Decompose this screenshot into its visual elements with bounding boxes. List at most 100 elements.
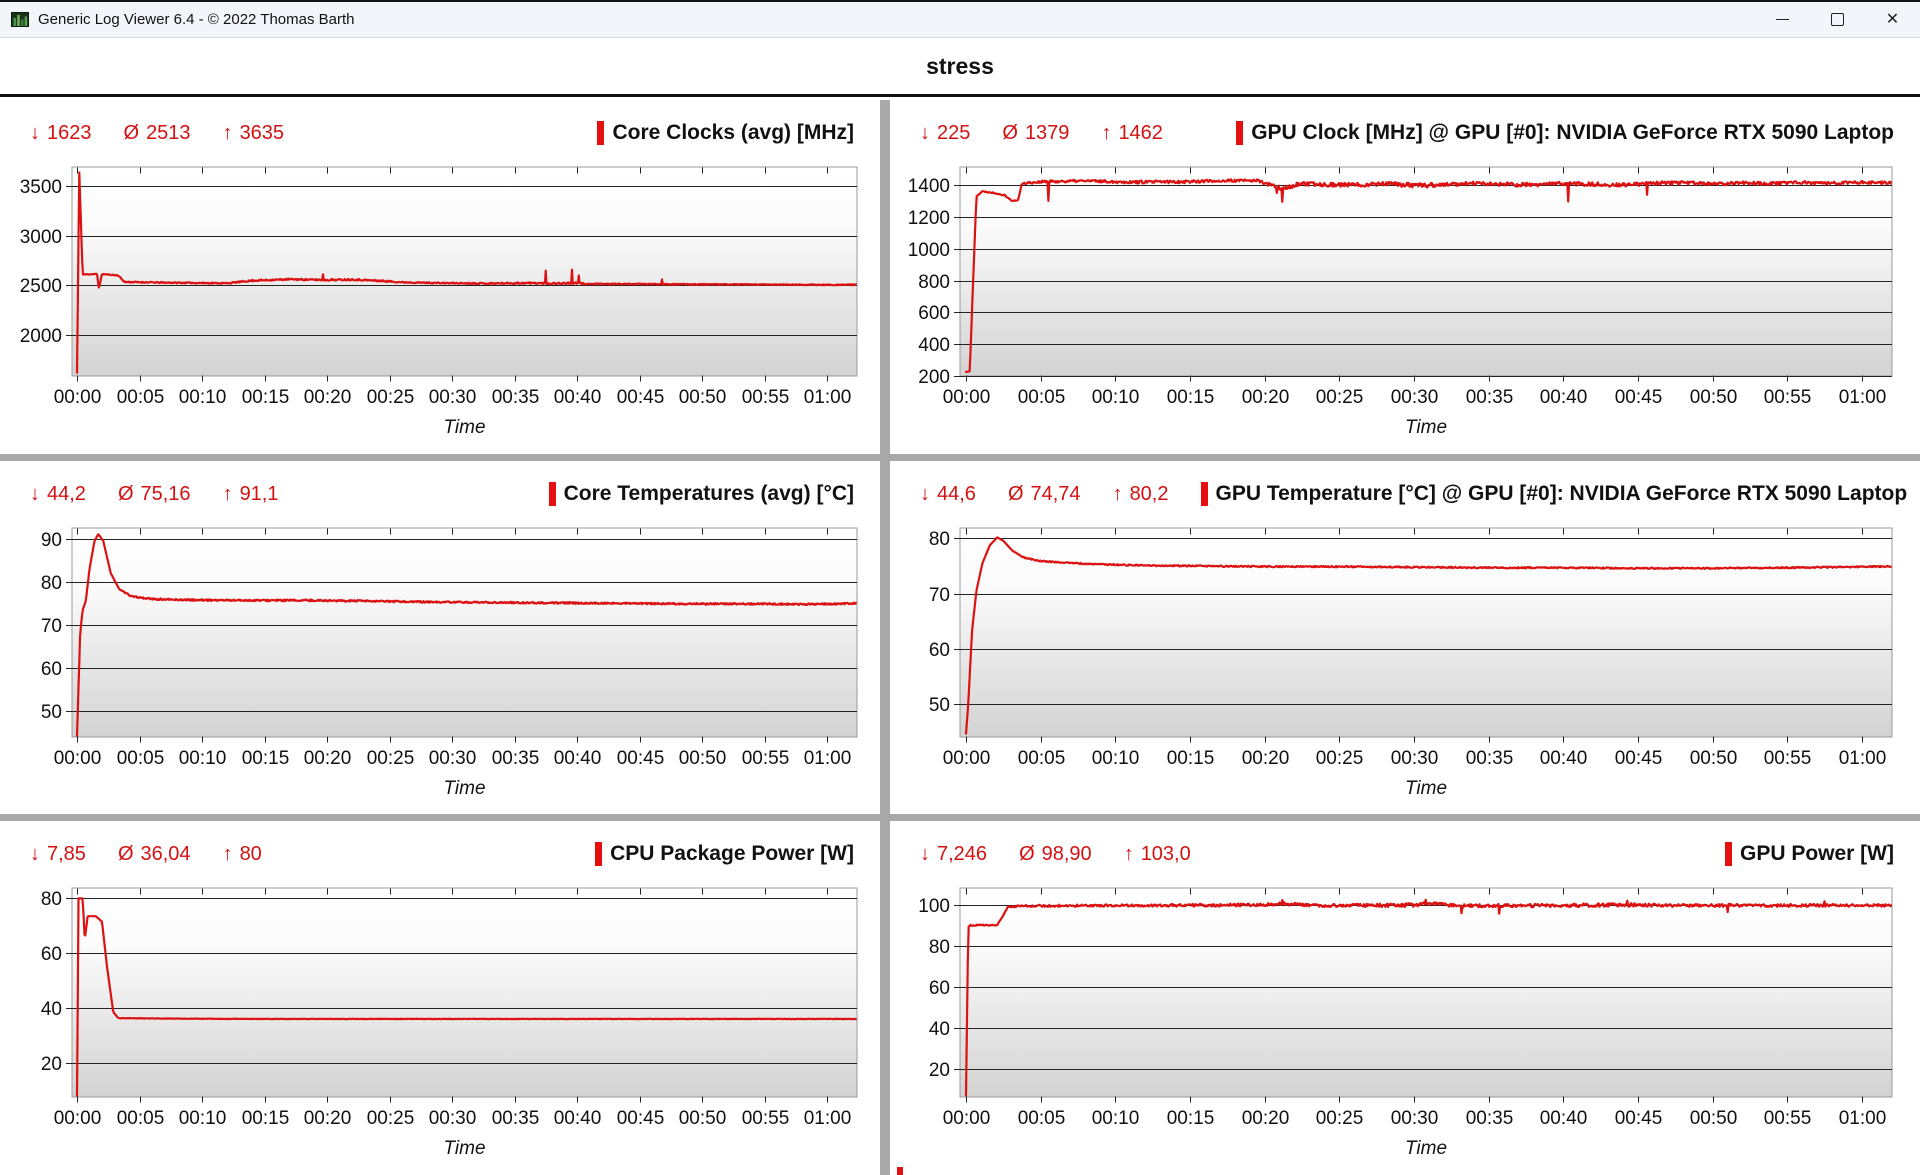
svg-text:00:25: 00:25 [1316,1108,1364,1129]
series-color-marker-icon [1724,842,1732,866]
svg-text:00:55: 00:55 [1764,387,1812,408]
chart-title-group: GPU Clock [MHz] @ GPU [#0]: NVIDIA GeFor… [1236,121,1894,145]
min-arrow-icon: ↓ [30,482,40,505]
svg-text:60: 60 [41,944,62,965]
stat-avg-group: Ø 75,16 [118,483,191,506]
chart-plot[interactable]: 200 400 600 800 1000 1200 1400 00:00 00:05 00:10 0… [890,166,1920,454]
svg-text:00:05: 00:05 [1018,387,1066,408]
stat-min-group: ↓ 44,6 [920,483,976,506]
series-color-marker-icon [595,842,603,866]
chart-panel-header: ↓ 7,246 Ø 98,90 ↑ 103,0 GPU Power [W] [890,821,1920,887]
svg-text:Time: Time [1405,417,1447,438]
svg-text:00:25: 00:25 [1316,748,1364,769]
chart-title: GPU Temperature [°C] @ GPU [#0]: NVIDIA … [1215,482,1908,505]
stat-max-group: ↑ 3635 [223,122,285,145]
svg-text:3000: 3000 [20,227,62,248]
chart-plot[interactable]: 20 40 60 80 00:00 00:05 00:10 00:15 00:20 00:25 00… [0,887,880,1175]
titlebar[interactable]: Generic Log Viewer 6.4 - © 2022 Thomas B… [0,0,1920,38]
chart-panel-header: ↓ 7,85 Ø 36,04 ↑ 80 CPU Package Power [W] [0,821,880,887]
close-button[interactable]: ✕ [1865,2,1920,37]
svg-text:00:50: 00:50 [1690,387,1738,408]
svg-text:200: 200 [918,367,950,388]
svg-text:00:20: 00:20 [1242,748,1290,769]
stat-min-group: ↓ 7,246 [920,843,987,866]
svg-text:100: 100 [918,896,950,917]
svg-text:00:30: 00:30 [429,748,477,769]
svg-text:00:15: 00:15 [242,387,290,408]
svg-text:00:20: 00:20 [304,748,352,769]
svg-text:00:40: 00:40 [1540,387,1588,408]
chart-plot[interactable]: 20 40 60 80 100 00:00 00:05 00:10 00:15 00:20 00:2… [890,887,1920,1175]
series-color-marker-icon [597,121,605,145]
svg-text:01:00: 01:00 [1839,1108,1887,1129]
stat-max-group: ↑ 103,0 [1124,843,1191,866]
max-arrow-icon: ↑ [1123,842,1134,865]
avg-icon: Ø [123,121,140,144]
chart-title-group: Core Clocks (avg) [MHz] [597,121,854,145]
svg-text:00:05: 00:05 [117,387,165,408]
stat-avg: 1379 [1024,121,1070,144]
avg-icon: Ø [1007,482,1024,505]
minimize-button[interactable] [1755,2,1810,37]
svg-text:Time: Time [443,778,485,799]
svg-text:00:55: 00:55 [742,387,790,408]
min-arrow-icon: ↓ [920,121,930,144]
svg-text:00:40: 00:40 [554,387,602,408]
stat-max-group: ↑ 91,1 [223,483,279,506]
svg-text:00:15: 00:15 [1167,748,1215,769]
svg-text:00:20: 00:20 [1242,1108,1290,1129]
svg-text:01:00: 01:00 [804,1108,852,1129]
svg-text:50: 50 [929,695,950,716]
svg-text:00:05: 00:05 [117,748,165,769]
svg-text:60: 60 [929,640,950,661]
svg-text:00:55: 00:55 [1764,1108,1812,1129]
stat-max: 80,2 [1129,482,1169,505]
stat-min: 1623 [47,121,92,144]
series-color-marker-icon [1236,121,1244,145]
chart-plot[interactable]: 2000 2500 3000 3500 00:00 00:05 00:10 00:15 00:2… [0,166,880,454]
svg-text:1200: 1200 [908,208,950,229]
chart-stats: ↓ 44,2 Ø 75,16 ↑ 91,1 [30,483,311,506]
svg-text:00:40: 00:40 [1540,748,1588,769]
maximize-button[interactable] [1810,2,1865,37]
svg-text:20: 20 [929,1060,950,1081]
chart-plot[interactable]: 50 60 70 80 00:00 00:05 00:10 00:15 00:20 00:25 00… [890,527,1920,814]
svg-text:400: 400 [918,335,950,356]
svg-text:00:10: 00:10 [179,748,227,769]
stat-max: 91,1 [239,482,279,505]
max-arrow-icon: ↑ [222,482,233,505]
stat-avg: 36,04 [140,842,191,865]
svg-text:60: 60 [41,659,62,680]
max-arrow-icon: ↑ [222,121,233,144]
min-arrow-icon: ↓ [30,121,40,144]
maximize-icon [1831,13,1844,26]
avg-icon: Ø [117,842,134,865]
app-icon-graphic [11,11,29,27]
chart-title: Core Temperatures (avg) [°C] [563,482,854,505]
svg-text:3500: 3500 [20,177,62,198]
chart-plot[interactable]: 50 60 70 80 90 00:00 00:05 00:10 00:15 00:20 00:25… [0,527,880,814]
min-arrow-icon: ↓ [920,842,930,865]
chart-stats: ↓ 7,246 Ø 98,90 ↑ 103,0 [920,843,1223,866]
svg-text:00:25: 00:25 [367,387,415,408]
chart-panel-header: ↓ 1623 Ø 2513 ↑ 3635 Core Clocks (avg) [MHz… [0,100,880,166]
svg-text:00:30: 00:30 [1391,387,1439,408]
stat-min: 44,6 [937,482,976,505]
svg-text:80: 80 [41,889,62,910]
svg-text:90: 90 [41,530,62,551]
svg-text:40: 40 [41,999,62,1020]
chart-panel: ↓ 44,2 Ø 75,16 ↑ 91,1 Core Temperatures (av… [0,461,880,814]
svg-text:00:15: 00:15 [242,1108,290,1129]
svg-text:80: 80 [41,573,62,594]
svg-text:00:50: 00:50 [679,1108,727,1129]
chart-panel: ↓ 7,85 Ø 36,04 ↑ 80 CPU Package Power [W] 2… [0,821,880,1175]
close-icon: ✕ [1885,10,1900,28]
svg-text:00:45: 00:45 [1615,748,1663,769]
charts-grid: ↓ 1623 Ø 2513 ↑ 3635 Core Clocks (avg) [MHz… [0,100,1920,1175]
svg-text:20: 20 [41,1054,62,1075]
svg-text:00:45: 00:45 [617,387,665,408]
svg-text:00:30: 00:30 [429,1108,477,1129]
minimize-icon [1776,19,1789,20]
svg-text:00:30: 00:30 [429,387,477,408]
